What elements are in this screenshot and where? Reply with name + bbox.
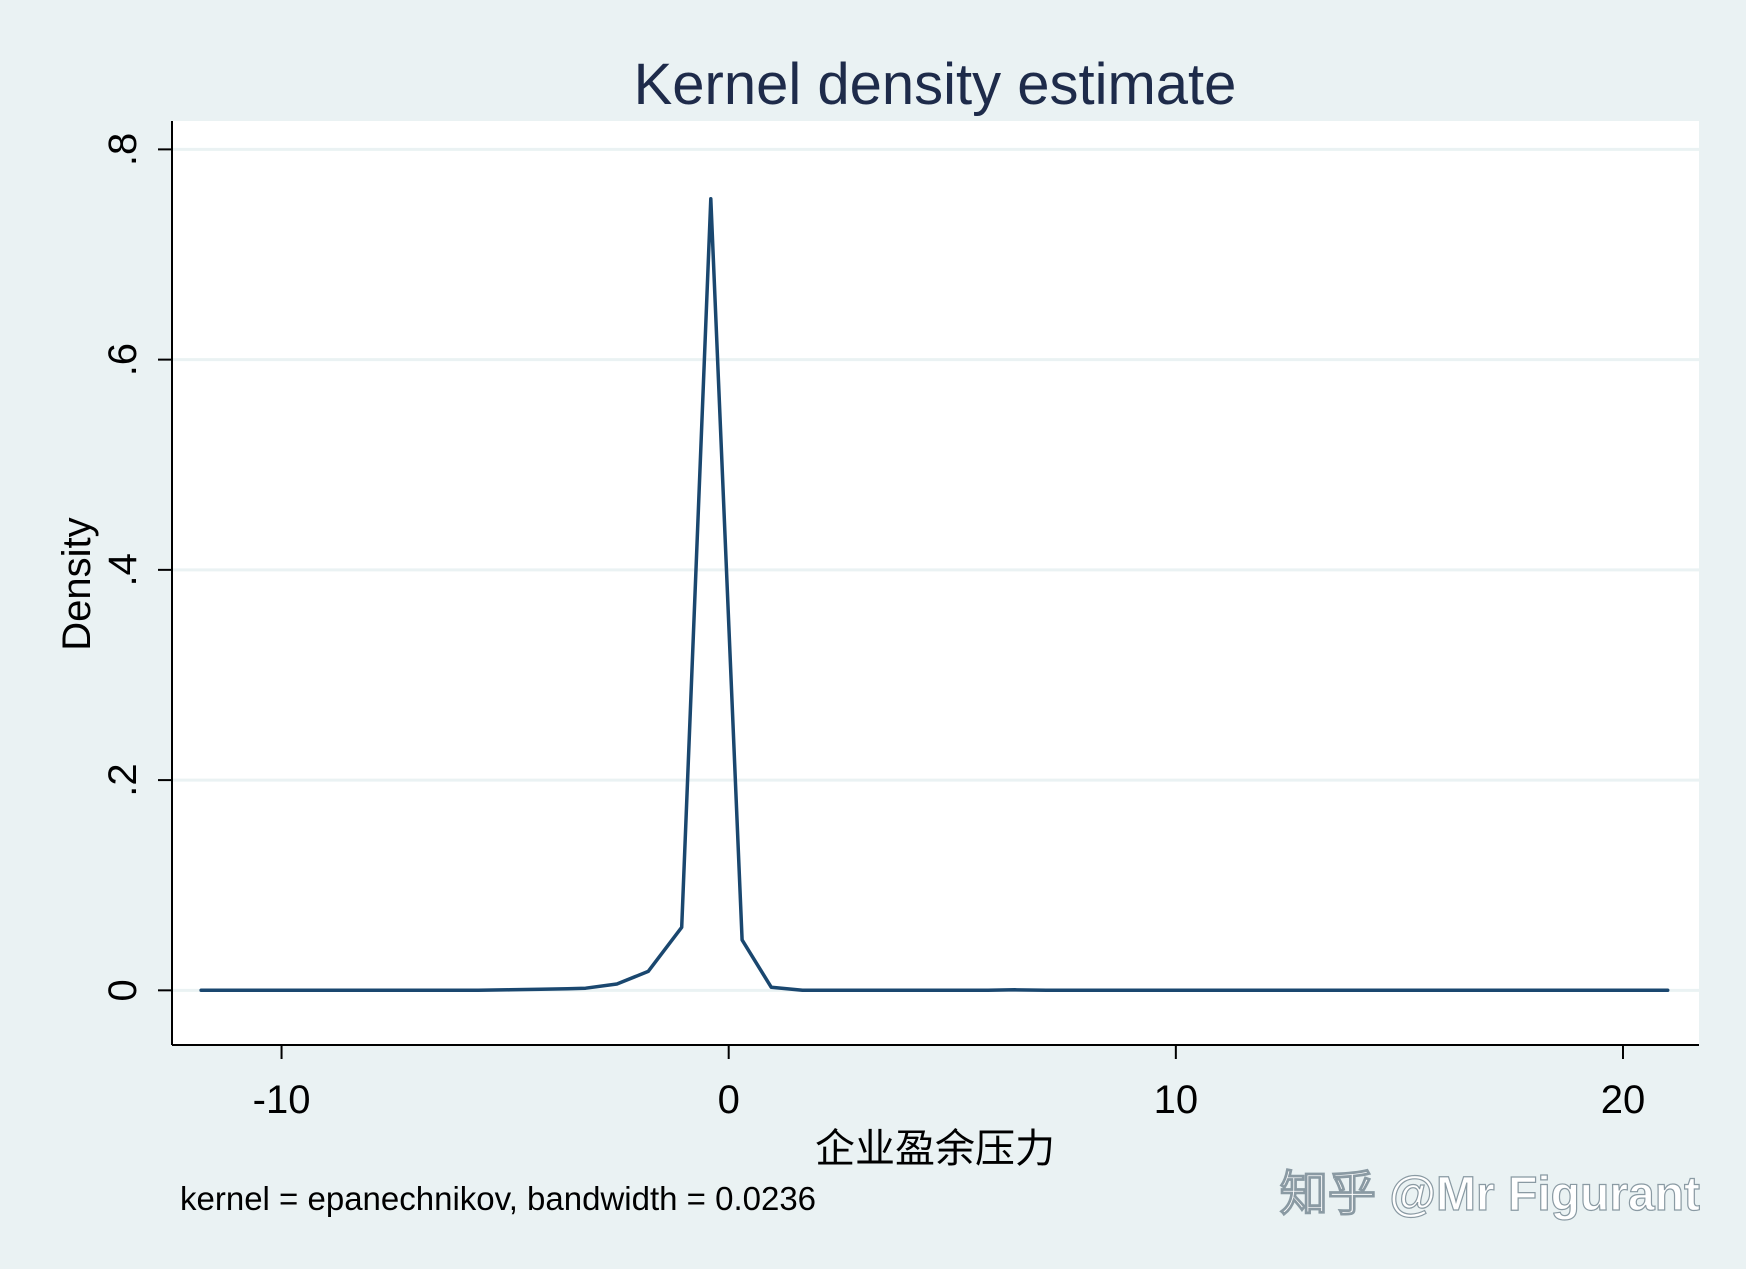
- x-axis-title: 企业盈余压力: [815, 1127, 1055, 1171]
- y-tick-label-3: .6: [101, 343, 145, 376]
- x-tick-label-2: 10: [1154, 1078, 1199, 1122]
- y-axis-title: Density: [55, 517, 99, 650]
- y-tick-label-0: 0: [101, 979, 145, 1001]
- tick-labels: 0 .2 .4 .6 .8 -10 0 10 20: [101, 133, 1645, 1122]
- chart-title: Kernel density estimate: [634, 52, 1237, 117]
- watermark: 知乎 @Mr Figurant: [1280, 1168, 1700, 1221]
- plot-area: [172, 121, 1699, 1045]
- y-tick-label-4: .8: [101, 133, 145, 166]
- y-tick-label-1: .2: [101, 763, 145, 796]
- axes: [158, 121, 1699, 1059]
- density-line-0: [199, 197, 1670, 993]
- x-tick-label-3: 20: [1601, 1078, 1646, 1122]
- y-tick-label-2: .4: [101, 553, 145, 586]
- x-tick-label-1: 0: [718, 1078, 740, 1122]
- x-tick-label-0: -10: [253, 1078, 311, 1122]
- series-layer: [199, 197, 1670, 993]
- kernel-note: kernel = epanechnikov, bandwidth = 0.023…: [180, 1180, 816, 1217]
